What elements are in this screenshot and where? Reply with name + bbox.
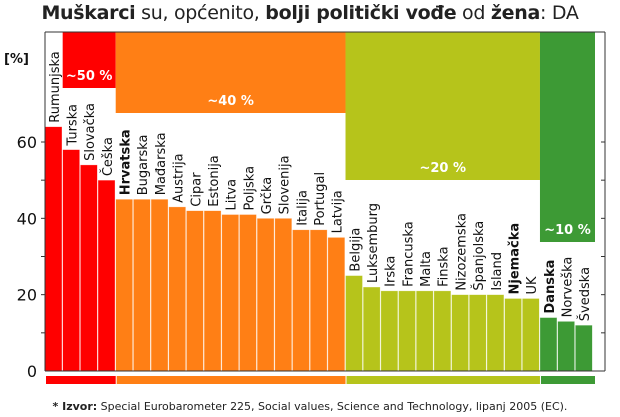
bar	[504, 298, 522, 372]
bar	[186, 210, 204, 372]
title-part: žena	[490, 2, 540, 24]
bar	[62, 149, 80, 372]
bar-label: Irska	[384, 256, 399, 287]
bar-label: Austrija	[172, 153, 187, 203]
bar-label: Danska	[543, 260, 558, 314]
bar	[557, 321, 575, 372]
bar-label: Latvija	[331, 190, 346, 233]
bar	[239, 214, 257, 372]
bar-label: Grčka	[260, 177, 275, 215]
chart-title: Muškarci su, općenito, bolji politički v…	[0, 2, 620, 24]
group-strip	[46, 376, 116, 384]
title-part: Muškarci	[41, 2, 136, 24]
bar	[539, 317, 558, 372]
bar	[433, 290, 452, 372]
bar	[362, 286, 381, 372]
title-part: od	[456, 2, 491, 24]
group-box	[115, 32, 346, 113]
bar	[44, 126, 63, 372]
bar-label: Malta	[419, 251, 434, 287]
group-box	[345, 32, 540, 180]
bar-label: Rumunjska	[48, 51, 63, 122]
bar-label: Nizozemska	[454, 213, 469, 291]
bar-label: Turska	[66, 104, 81, 147]
footnote-text: Special Eurobarometer 225, Social values…	[97, 400, 568, 413]
group-label: ~40 %	[207, 94, 254, 109]
group-strip	[346, 376, 540, 384]
bar-label: Island	[490, 252, 505, 291]
bar	[256, 218, 275, 372]
bar-label: Italija	[295, 190, 310, 226]
bar-label: Poljska	[242, 166, 257, 211]
bar-label: Estonija	[207, 155, 222, 206]
group-label: ~50 %	[66, 69, 113, 84]
bar-label: Luksemburg	[366, 203, 381, 283]
group-label: ~20 %	[419, 161, 466, 176]
bar-label: Mađarska	[154, 132, 169, 195]
bar	[309, 229, 328, 372]
bar	[80, 164, 98, 372]
bar-label: Španjolska	[471, 221, 487, 291]
bar-label: Finska	[437, 246, 452, 286]
title-part: : DA	[539, 2, 579, 24]
bar	[274, 218, 293, 372]
footnote-prefix: * Izvor:	[52, 400, 98, 413]
title-part: su, općenito,	[135, 2, 266, 24]
bar	[415, 290, 434, 372]
bar-label: Cipar	[189, 172, 204, 207]
bar	[133, 198, 151, 372]
group-label: ~10 %	[544, 223, 591, 238]
bar-label: UK	[525, 276, 540, 295]
group-box	[539, 32, 595, 242]
bar	[292, 229, 310, 372]
bar-label: Slovenija	[278, 155, 293, 214]
bar-label: Njemačka	[507, 223, 522, 295]
y-tick-label: 20	[17, 286, 37, 305]
bar-label: Norveška	[560, 257, 575, 318]
y-axis-label: [%]	[4, 52, 29, 67]
y-tick-label: 60	[17, 133, 37, 152]
bar-label: Litva	[225, 179, 240, 211]
bar-label: Slovačka	[83, 103, 98, 161]
footnote: * Izvor: Special Eurobarometer 225, Soci…	[0, 400, 620, 413]
bar	[97, 179, 116, 372]
bar-label: Češka	[100, 137, 116, 176]
bar	[486, 294, 505, 372]
bar-label: Francuska	[401, 221, 416, 287]
bar	[150, 198, 169, 372]
bar-label: Portugal	[313, 172, 328, 226]
bar	[468, 294, 487, 372]
bar	[380, 290, 399, 372]
bar	[345, 275, 363, 372]
bar	[521, 298, 540, 372]
bar-label: Hrvatska	[119, 129, 134, 195]
bar	[203, 210, 222, 372]
bar-label: Švedska	[577, 267, 593, 321]
y-tick-label: 40	[17, 209, 37, 228]
bar	[168, 206, 187, 372]
bar-label: Bugarska	[136, 134, 151, 195]
bar	[327, 237, 346, 372]
group-box	[62, 32, 116, 88]
group-strip	[540, 376, 595, 384]
bar	[575, 324, 593, 372]
bar	[398, 290, 416, 372]
bar	[115, 198, 133, 372]
bar	[221, 214, 240, 372]
bar-label: Belgija	[348, 228, 363, 272]
group-strip	[116, 376, 346, 384]
title-part: bolji politički vođe	[265, 2, 457, 24]
y-tick-label: 0	[27, 362, 37, 381]
bar	[451, 294, 469, 372]
